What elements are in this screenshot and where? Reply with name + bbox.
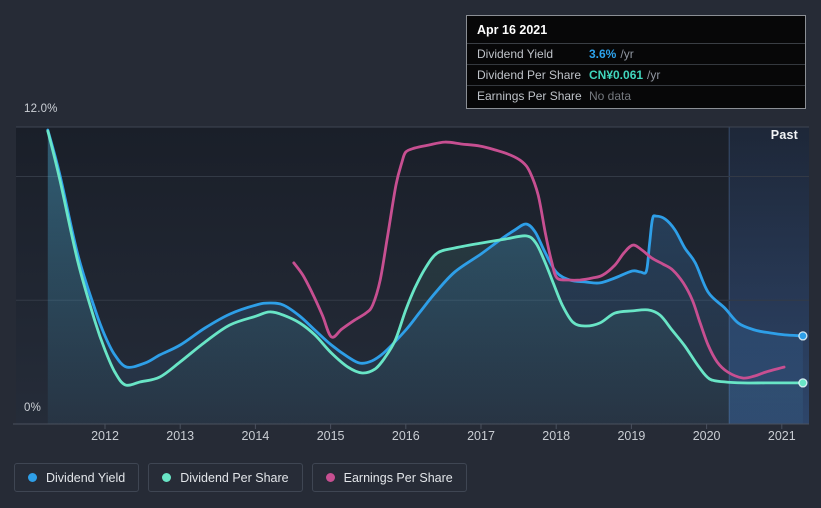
x-tick-label: 2012 <box>91 429 119 443</box>
tooltip-row-dividend-per-share: Dividend Per Share CN¥0.061 /yr <box>467 65 805 86</box>
past-region-label: Past <box>770 128 798 142</box>
x-tick-label: 2020 <box>692 429 721 443</box>
x-tick-label: 2018 <box>542 429 571 443</box>
x-tick-label: 2017 <box>467 429 495 443</box>
tooltip-label: Dividend Per Share <box>477 68 582 82</box>
x-axis-labels: 2012 2013 2014 2015 2016 2017 2018 2019 2020 2021 <box>0 429 821 447</box>
dividend-yield-dot-icon <box>28 473 37 482</box>
tooltip-value: No data <box>589 89 632 103</box>
legend-item-dividend-yield[interactable]: Dividend Yield <box>14 463 140 492</box>
x-tick-label: 2013 <box>166 429 195 443</box>
y-axis-min-label: 0% <box>24 402 42 414</box>
x-tick-label: 2015 <box>316 429 345 443</box>
legend-item-earnings-per-share[interactable]: Earnings Per Share <box>311 463 467 492</box>
earnings-per-share-dot-icon <box>325 473 335 482</box>
chart-tooltip: Apr 16 2021 Dividend Yield 3.6% /yr Divi… <box>466 15 806 109</box>
dividend-per-share-dot-icon <box>162 473 172 482</box>
tooltip-row-earnings-per-share: Earnings Per Share No data <box>467 86 805 108</box>
tooltip-label: Earnings Per Share <box>477 89 582 103</box>
chart-legend: Dividend Yield Dividend Per Share Earnin… <box>14 463 467 492</box>
tooltip-date: Apr 16 2021 <box>467 16 805 44</box>
tooltip-unit: /yr <box>620 47 634 61</box>
legend-label: Dividend Yield <box>46 470 126 485</box>
tooltip-value: 3.6% <box>589 47 617 61</box>
x-tick-label: 2014 <box>241 429 270 443</box>
legend-item-dividend-per-share[interactable]: Dividend Per Share <box>148 463 303 492</box>
y-axis-max-label: 12.0% <box>24 103 58 115</box>
x-tick-label: 2016 <box>391 429 420 443</box>
tooltip-value: CN¥0.061 <box>589 68 644 82</box>
tooltip-row-dividend-yield: Dividend Yield 3.6% /yr <box>467 44 805 65</box>
x-tick-label: 2019 <box>617 429 646 443</box>
x-tick-label: 2021 <box>767 429 796 443</box>
legend-label: Earnings Per Share <box>343 470 453 485</box>
tooltip-label: Dividend Yield <box>477 47 554 61</box>
legend-label: Dividend Per Share <box>180 470 289 485</box>
tooltip-unit: /yr <box>647 68 661 82</box>
